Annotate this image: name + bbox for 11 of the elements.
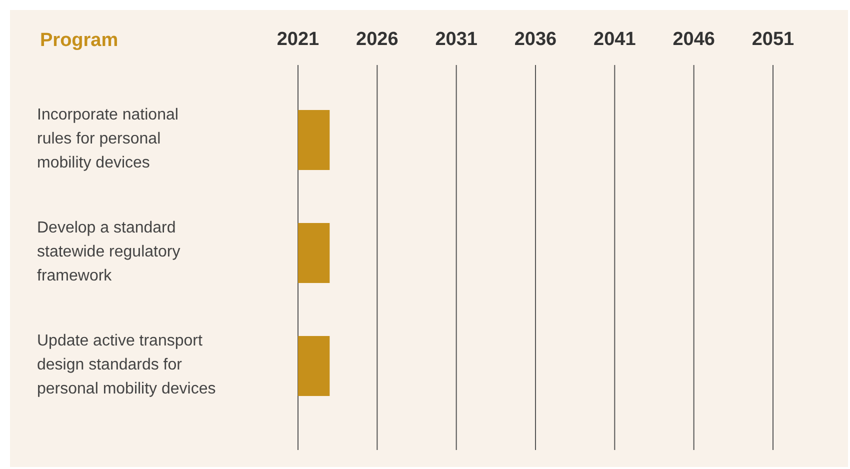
x-tick-label: 2026	[356, 29, 398, 50]
x-tick-label: 2021	[276, 29, 320, 50]
x-tick-label: 2046	[672, 29, 715, 50]
x-tick-label: 2051	[752, 29, 795, 50]
x-tick-label: 2041	[594, 29, 636, 50]
y-tick-label: Develop a standard statewide regulatory framework	[37, 220, 180, 285]
y-axis-title: Program	[40, 30, 118, 52]
x-tick-label: 2036	[514, 29, 557, 50]
x-tick-label: 2031	[435, 29, 478, 50]
y-tick-label: Update active transport design standards for personal mobility devices	[37, 332, 216, 398]
y-tick-label: Incorporate national rules for personal mobility devices	[37, 106, 178, 172]
